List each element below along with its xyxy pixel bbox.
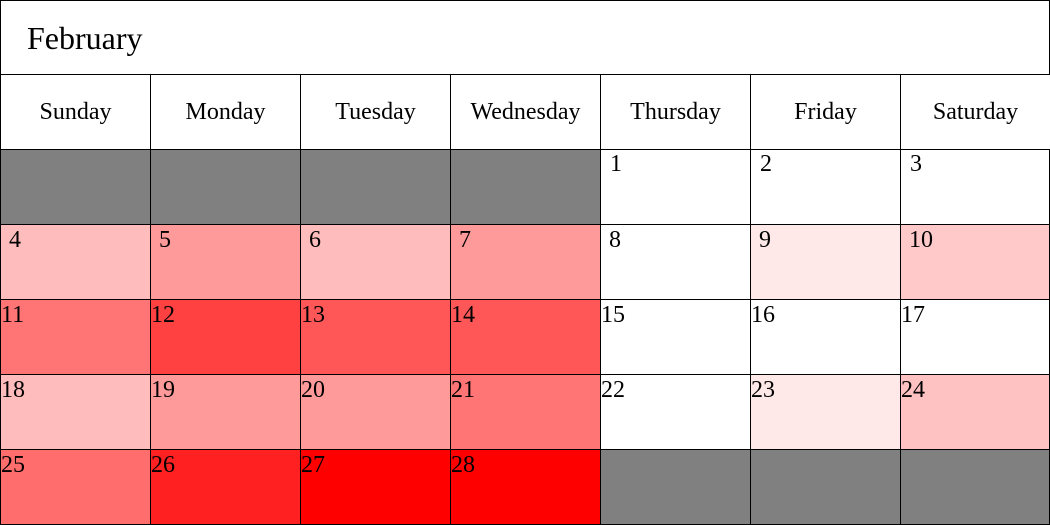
day-number: 15	[601, 302, 625, 328]
day-cell[interactable]: 1	[600, 150, 750, 225]
day-cell[interactable]: 16	[750, 300, 900, 375]
day-cell[interactable]: 17	[900, 300, 1050, 375]
day-cell[interactable]: 7	[450, 225, 600, 300]
day-number: 19	[151, 377, 175, 403]
day-number: 21	[451, 377, 475, 403]
day-number: 20	[301, 377, 325, 403]
weekday-sunday: Sunday	[0, 74, 150, 150]
day-cell[interactable]: 11	[0, 300, 150, 375]
weekday-tuesday: Tuesday	[300, 74, 450, 150]
day-number: 3	[910, 151, 922, 177]
day-cell[interactable]: 4	[0, 225, 150, 300]
day-cell[interactable]	[150, 150, 300, 225]
day-cell[interactable]: 12	[150, 300, 300, 375]
day-number: 12	[151, 302, 175, 328]
day-number: 10	[909, 227, 933, 253]
weekday-thursday: Thursday	[600, 74, 750, 150]
day-number: 4	[9, 227, 21, 253]
day-cell[interactable]: 25	[0, 450, 150, 525]
day-cell[interactable]: 2	[750, 150, 900, 225]
day-cell[interactable]: 18	[0, 375, 150, 450]
day-number: 16	[751, 302, 775, 328]
day-cell[interactable]: 14	[450, 300, 600, 375]
day-number: 8	[609, 227, 621, 253]
day-cell[interactable]: 24	[900, 375, 1050, 450]
day-cell[interactable]: 19	[150, 375, 300, 450]
day-cell[interactable]: 3	[900, 150, 1050, 225]
day-cell[interactable]: 6	[300, 225, 450, 300]
day-number: 24	[901, 377, 925, 403]
day-cell[interactable]	[750, 450, 900, 525]
day-cell[interactable]: 26	[150, 450, 300, 525]
day-cell[interactable]: 27	[300, 450, 450, 525]
day-cell[interactable]: 21	[450, 375, 600, 450]
day-cell[interactable]: 23	[750, 375, 900, 450]
month-title: February	[27, 20, 143, 56]
day-number: 6	[309, 227, 321, 253]
day-cell[interactable]	[900, 450, 1050, 525]
day-number: 9	[759, 227, 771, 253]
day-cell[interactable]	[600, 450, 750, 525]
day-cell[interactable]: 5	[150, 225, 300, 300]
day-number: 27	[301, 452, 325, 478]
day-number: 2	[760, 151, 772, 177]
day-number: 17	[901, 302, 925, 328]
day-number: 23	[751, 377, 775, 403]
weekday-friday: Friday	[750, 74, 900, 150]
day-number: 22	[601, 377, 625, 403]
day-number: 18	[1, 377, 25, 403]
day-cell[interactable]	[300, 150, 450, 225]
day-number: 13	[301, 302, 325, 328]
weekday-monday: Monday	[150, 74, 300, 150]
day-number: 14	[451, 302, 475, 328]
day-cell[interactable]	[450, 150, 600, 225]
day-cell[interactable]: 9	[750, 225, 900, 300]
day-number: 25	[1, 452, 25, 478]
day-cell[interactable]: 28	[450, 450, 600, 525]
day-number: 28	[451, 452, 475, 478]
day-number: 26	[151, 452, 175, 478]
day-cell[interactable]	[0, 150, 150, 225]
day-cell[interactable]: 8	[600, 225, 750, 300]
day-cell[interactable]: 20	[300, 375, 450, 450]
calendar-grid: Sunday Monday Tuesday Wednesday Thursday…	[0, 74, 1050, 525]
weekday-wednesday: Wednesday	[450, 74, 600, 150]
month-header: February	[0, 0, 1050, 76]
day-number: 7	[459, 227, 471, 253]
day-cell[interactable]: 15	[600, 300, 750, 375]
day-cell[interactable]: 10	[900, 225, 1050, 300]
day-cell[interactable]: 13	[300, 300, 450, 375]
day-number: 11	[1, 302, 25, 328]
day-number: 1	[610, 151, 622, 177]
day-cell[interactable]: 22	[600, 375, 750, 450]
day-number: 5	[159, 227, 171, 253]
weekday-saturday: Saturday	[900, 74, 1050, 150]
